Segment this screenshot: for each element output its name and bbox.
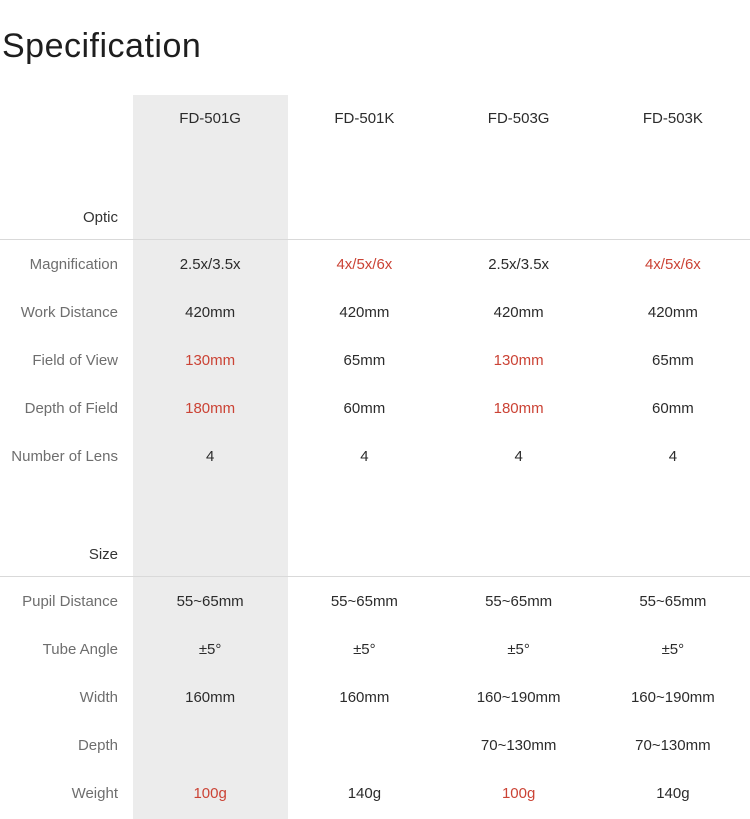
spec-row-work-distance: Work Distance 420mm 420mm 420mm 420mm — [0, 288, 750, 336]
spec-row-field-of-view: Field of View 130mm 65mm 130mm 65mm — [0, 336, 750, 384]
cell-value: 4x/5x/6x — [336, 255, 393, 273]
row-label: Pupil Distance — [22, 592, 118, 610]
cell-value: 100g — [193, 784, 227, 802]
section-label-optic: Optic — [82, 209, 118, 226]
cell-value: ±5° — [353, 640, 376, 658]
cell-value: 140g — [347, 784, 382, 802]
row-label: Depth of Field — [24, 399, 118, 417]
cell-value: 130mm — [185, 351, 236, 369]
cell-value: 55~65mm — [485, 592, 553, 610]
section-row-size: Size — [0, 480, 750, 577]
empty-cell — [287, 480, 441, 576]
row-label: Width — [79, 688, 118, 706]
cell-value: 160~190mm — [630, 688, 715, 706]
column-header-fd-503k: FD-503K — [642, 110, 703, 127]
cell-value: 65mm — [343, 351, 386, 369]
spec-row-depth-of-field: Depth of Field 180mm 60mm 180mm 60mm — [0, 384, 750, 432]
cell-value: 420mm — [339, 303, 390, 321]
cell-value: 55~65mm — [176, 592, 244, 610]
spec-table: Optic FD-501G FD-501K FD-503G FD-503K Ma… — [0, 95, 750, 819]
cell-value: 4 — [360, 447, 369, 465]
cell-value: 60mm — [343, 399, 386, 417]
cell-value: 70~130mm — [635, 736, 711, 754]
cell-value: 160mm — [185, 688, 236, 706]
cell-value: 180mm — [185, 399, 236, 417]
spec-row-weight: Weight 100g 140g 100g 140g — [0, 769, 750, 817]
row-label: Weight — [71, 784, 118, 802]
cell-value: ±5° — [198, 640, 222, 658]
cell-value — [133, 721, 287, 769]
row-label: Depth — [77, 736, 118, 754]
column-header-fd-501g: FD-501G — [179, 110, 241, 127]
row-label: Field of View — [32, 351, 118, 369]
row-label: Work Distance — [20, 303, 118, 321]
spec-row-width: Width 160mm 160mm 160~190mm 160~190mm — [0, 673, 750, 721]
cell-value: 4 — [514, 447, 523, 465]
table-header-row: Optic FD-501G FD-501K FD-503G FD-503K — [0, 95, 750, 240]
cell-value: 2.5x/3.5x — [179, 255, 241, 273]
spec-row-depth: Depth 70~130mm 70~130mm — [0, 721, 750, 769]
cell-value: 420mm — [647, 303, 698, 321]
cell-value: 100g — [501, 784, 536, 802]
cell-value: ±5° — [661, 640, 685, 658]
cell-value: 55~65mm — [330, 592, 398, 610]
cell-value: 140g — [656, 784, 690, 802]
column-header-fd-501k: FD-501K — [334, 110, 395, 127]
row-label: Magnification — [29, 255, 118, 273]
page-title: Specification — [2, 27, 202, 65]
cell-value — [287, 721, 441, 769]
cell-value: ±5° — [507, 640, 530, 658]
cell-value: 4 — [668, 447, 678, 465]
row-label: Number of Lens — [11, 447, 118, 465]
cell-value: 160~190mm — [476, 688, 561, 706]
row-label: Tube Angle — [42, 640, 118, 658]
spec-row-number-of-lens: Number of Lens 4 4 4 4 — [0, 432, 750, 480]
section-label-size: Size — [88, 546, 118, 563]
spec-row-pupil-distance: Pupil Distance 55~65mm 55~65mm 55~65mm 5… — [0, 577, 750, 625]
column-header-fd-503g: FD-503G — [487, 110, 550, 127]
cell-value: 4x/5x/6x — [644, 255, 701, 273]
cell-value: 70~130mm — [480, 736, 557, 754]
empty-cell — [133, 480, 287, 576]
empty-cell — [442, 480, 596, 576]
cell-value: 130mm — [493, 351, 544, 369]
cell-value: 2.5x/3.5x — [488, 255, 550, 273]
cell-value: 60mm — [652, 399, 694, 417]
highlighted-column-background — [133, 95, 288, 819]
spec-row-tube-angle: Tube Angle ±5° ±5° ±5° ±5° — [0, 625, 750, 673]
cell-value: 55~65mm — [639, 592, 707, 610]
cell-value: 65mm — [652, 351, 694, 369]
cell-value: 4 — [205, 447, 215, 465]
cell-value: 420mm — [493, 303, 544, 321]
spec-row-magnification: Magnification 2.5x/3.5x 4x/5x/6x 2.5x/3.… — [0, 240, 750, 288]
cell-value: 420mm — [185, 303, 236, 321]
cell-value: 180mm — [493, 399, 544, 417]
cell-value: 160mm — [339, 688, 390, 706]
empty-cell — [596, 480, 750, 576]
